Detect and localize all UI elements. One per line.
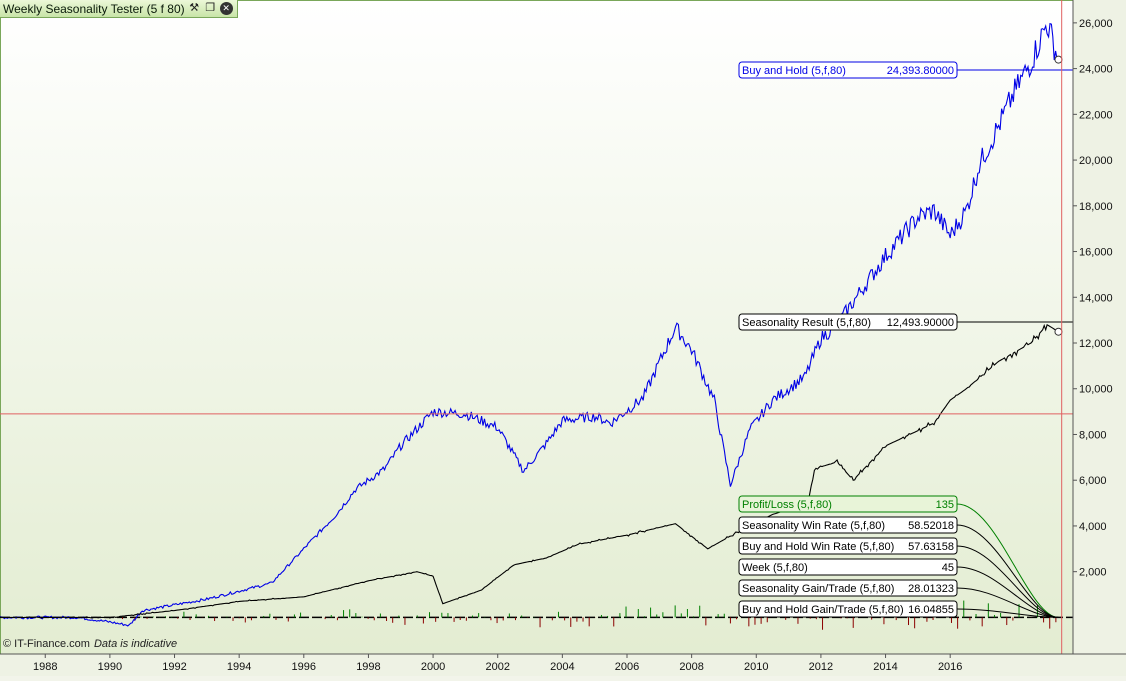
label-name: Seasonality Result (5,f,80) bbox=[742, 317, 871, 329]
label-value: 58.52018 bbox=[908, 520, 954, 532]
y-tick-label: 18,000 bbox=[1079, 201, 1113, 213]
label-name: Buy and Hold Win Rate (5,f,80) bbox=[742, 541, 894, 553]
label-value: 16.04855 bbox=[908, 604, 954, 616]
copyright-text: © IT-Finance.com bbox=[3, 638, 90, 650]
x-tick-label: 2004 bbox=[550, 661, 574, 673]
label-value: 12,493.90000 bbox=[887, 317, 954, 329]
label-box bbox=[738, 558, 958, 576]
buy-hold-line bbox=[0, 22, 1059, 627]
label-box bbox=[738, 313, 958, 331]
label-box bbox=[738, 495, 958, 513]
label-value: 24,393.80000 bbox=[887, 65, 954, 77]
restore-icon[interactable]: ❐ bbox=[205, 2, 216, 14]
label-leader bbox=[956, 524, 1059, 618]
x-axis-panel bbox=[0, 654, 1126, 676]
label-value: 45 bbox=[942, 562, 954, 574]
y-axis-panel bbox=[1073, 0, 1126, 676]
copyright-notice: © IT-Finance.com Data is indicative bbox=[3, 638, 177, 650]
y-tick-label: 6,000 bbox=[1079, 475, 1107, 487]
x-tick-label: 1994 bbox=[227, 661, 251, 673]
label-name: Buy and Hold Gain/Trade (5,f,80) bbox=[742, 604, 904, 616]
x-tick-label: 2006 bbox=[615, 661, 639, 673]
x-tick-label: 2010 bbox=[744, 661, 768, 673]
x-tick-label: 1996 bbox=[292, 661, 316, 673]
label-name: Buy and Hold (5,f,80) bbox=[742, 65, 846, 77]
label-box bbox=[738, 600, 958, 618]
label-leader bbox=[956, 545, 1059, 618]
series-end-marker bbox=[1054, 55, 1063, 64]
label-value: 28.01323 bbox=[908, 583, 954, 595]
x-tick-label: 2008 bbox=[679, 661, 703, 673]
close-icon[interactable]: ✕ bbox=[219, 2, 233, 15]
x-tick-label: 1998 bbox=[356, 661, 380, 673]
disclaimer-text: Data is indicative bbox=[93, 638, 178, 650]
seasonality-line bbox=[0, 323, 1059, 619]
y-tick-label: 12,000 bbox=[1079, 338, 1113, 350]
label-leader bbox=[956, 608, 1059, 618]
window-titlebar[interactable]: Weekly Seasonality Tester (5 f 80) ⚒ ❐ ✕ bbox=[0, 0, 238, 18]
x-tick-label: 1990 bbox=[98, 661, 122, 673]
x-tick-label: 2002 bbox=[485, 661, 509, 673]
y-tick-label: 14,000 bbox=[1079, 292, 1113, 304]
x-tick-label: 1988 bbox=[33, 661, 57, 673]
x-tick-label: 2016 bbox=[938, 661, 962, 673]
series-end-marker bbox=[1054, 327, 1063, 336]
label-box bbox=[738, 516, 958, 534]
label-leader bbox=[956, 587, 1059, 618]
label-name: Seasonality Win Rate (5,f,80) bbox=[742, 520, 885, 532]
label-box bbox=[738, 537, 958, 555]
label-box bbox=[738, 579, 958, 597]
y-tick-label: 2,000 bbox=[1079, 567, 1107, 579]
y-tick-label: 16,000 bbox=[1079, 247, 1113, 259]
label-value: 135 bbox=[936, 499, 954, 511]
y-tick-label: 8,000 bbox=[1079, 429, 1107, 441]
label-name: Week (5,f,80) bbox=[742, 562, 808, 574]
label-box bbox=[738, 61, 958, 79]
label-leader bbox=[956, 503, 1059, 618]
x-tick-label: 1992 bbox=[162, 661, 186, 673]
label-value: 57.63158 bbox=[908, 541, 954, 553]
y-tick-label: 10,000 bbox=[1079, 384, 1113, 396]
y-tick-label: 26,000 bbox=[1079, 18, 1113, 30]
x-tick-label: 2014 bbox=[873, 661, 897, 673]
y-tick-label: 20,000 bbox=[1079, 155, 1113, 167]
x-tick-label: 2012 bbox=[809, 661, 833, 673]
window-title: Weekly Seasonality Tester (5 f 80) bbox=[3, 1, 185, 16]
wrench-icon[interactable]: ⚒ bbox=[189, 2, 200, 14]
label-name: Seasonality Gain/Trade (5,f,80) bbox=[742, 583, 894, 595]
x-tick-label: 2000 bbox=[421, 661, 445, 673]
label-leader bbox=[956, 566, 1059, 618]
y-tick-label: 22,000 bbox=[1079, 109, 1113, 121]
label-name: Profit/Loss (5,f,80) bbox=[742, 499, 832, 511]
y-tick-label: 4,000 bbox=[1079, 521, 1107, 533]
y-tick-label: 24,000 bbox=[1079, 64, 1113, 76]
